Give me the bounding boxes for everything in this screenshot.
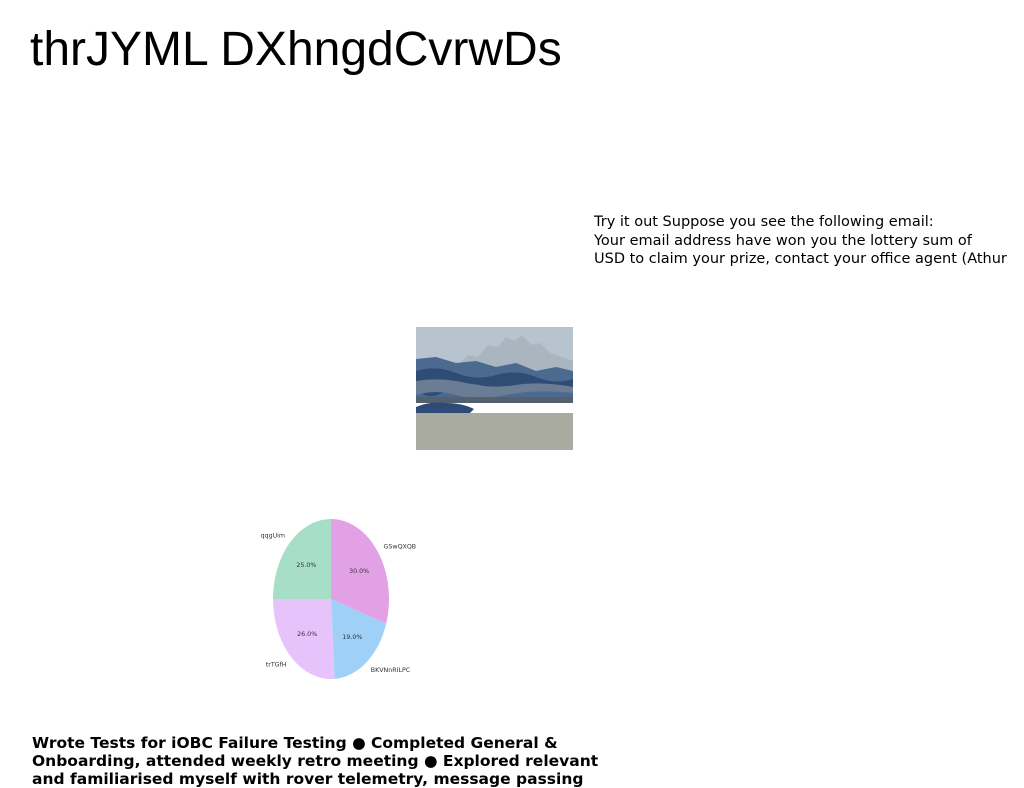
email-line-intro: Try it out Suppose you see the following… <box>594 214 934 230</box>
pie-category-label: qqgUim <box>261 533 285 540</box>
work-summary-line-2: Onboarding, attended weekly retro meetin… <box>32 752 599 770</box>
pie-value-label: 25.0% <box>296 562 316 569</box>
pie-category-label: BKVNnRILPC <box>371 667 411 674</box>
landscape-water <box>416 413 573 450</box>
landscape-hills-highlight <box>416 379 573 398</box>
pie-slice-bkvnnrilpc <box>331 599 387 679</box>
pie-category-label: trTGfH <box>266 661 287 668</box>
landscape-shore <box>416 397 573 403</box>
email-line-body: Your email address have won you the lott… <box>594 232 972 249</box>
pie-chart-figure: 30.0% GSwQXQB 19.0% BKVNnRILPC 26.0% trTGfH 25… <box>258 506 418 686</box>
pie-slice-qqguim <box>273 519 331 599</box>
mountain-landscape-icon <box>416 327 573 450</box>
landscape-hills-texture <box>416 368 573 397</box>
pie-value-label: 19.0% <box>342 634 362 641</box>
email-line-claim: USD to claim your prize, contact your of… <box>594 251 1007 267</box>
landscape-image <box>416 327 573 450</box>
pie-category-label: GSwQXQB <box>384 543 417 550</box>
email-example-text: Try it out Suppose you see the following… <box>594 213 1014 269</box>
pie-slice-gswqxqb <box>331 519 389 624</box>
work-summary-text: Wrote Tests for iOBC Failure Testing ● C… <box>32 734 632 788</box>
pie-value-label: 26.0% <box>297 631 317 638</box>
landscape-distant-mountains <box>456 335 573 373</box>
pie-value-label: 30.0% <box>349 568 369 575</box>
pie-chart: 30.0% GSwQXQB 19.0% BKVNnRILPC 26.0% trTGfH 25… <box>261 519 417 679</box>
work-summary-line-3: and familiarised myself with rover telem… <box>32 770 584 788</box>
page-title: thrJYML DXhngdCvrwDs <box>30 23 562 76</box>
landscape-rock-island <box>416 402 474 416</box>
work-summary-line-1: Wrote Tests for iOBC Failure Testing ● C… <box>32 734 558 752</box>
pie-slice-trtgfh <box>273 599 335 679</box>
